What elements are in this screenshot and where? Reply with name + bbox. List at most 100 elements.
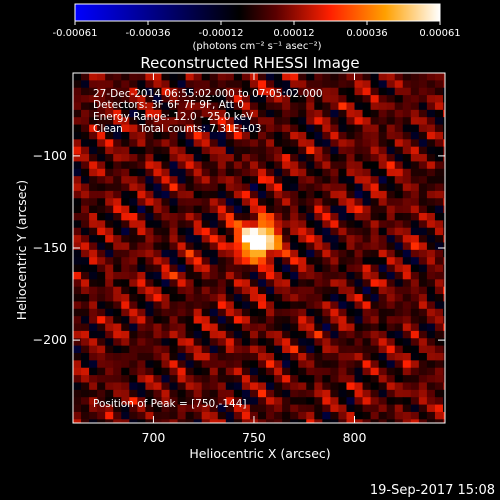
heatmap-cell: [129, 161, 138, 170]
heatmap-cell: [113, 146, 122, 155]
heatmap-cell: [145, 404, 155, 413]
heatmap-cell: [113, 308, 122, 317]
heatmap-cell: [97, 427, 106, 435]
heatmap-cell: [73, 102, 82, 111]
heatmap-cell: [426, 109, 436, 118]
heatmap-cell: [451, 161, 460, 169]
heatmap-cell: [330, 146, 340, 155]
heatmap-cell: [225, 131, 235, 140]
heatmap-cell: [322, 279, 331, 288]
heatmap-cell: [346, 146, 356, 155]
heatmap-cell: [81, 294, 90, 303]
heatmap-cell: [97, 102, 106, 111]
heatmap-cell: [81, 124, 90, 133]
heatmap-cell: [161, 323, 171, 332]
heatmap-cell: [346, 80, 356, 89]
heatmap-cell: [209, 382, 219, 391]
heatmap-cell: [201, 227, 211, 236]
heatmap-cell: [426, 220, 436, 229]
heatmap-cell: [193, 124, 203, 133]
heatmap-cell: [217, 308, 227, 317]
heatmap-cell: [209, 301, 219, 310]
heatmap-cell: [306, 301, 315, 310]
heatmap-cell: [89, 427, 98, 435]
heatmap-cell: [225, 301, 235, 310]
heatmap-cell: [89, 146, 98, 155]
heatmap-cell: [274, 375, 283, 384]
heatmap-cell: [209, 389, 219, 398]
heatmap-cell: [298, 190, 307, 199]
heatmap-cell: [193, 353, 203, 361]
heatmap-cell: [81, 109, 90, 118]
heatmap-cell: [105, 220, 114, 229]
heatmap-cell: [233, 338, 243, 347]
heatmap-cell: [145, 419, 155, 423]
heatmap-cell: [177, 330, 187, 339]
heatmap-cell: [362, 235, 372, 244]
heatmap-cell: [290, 235, 299, 244]
heatmap-cell: [233, 131, 243, 140]
heatmap-cell: [113, 375, 122, 384]
heatmap-cell: [442, 308, 445, 317]
heatmap-cell: [442, 271, 445, 280]
heatmap-cell: [73, 264, 82, 273]
heatmap-cell: [73, 183, 82, 192]
heatmap-cell: [386, 183, 396, 192]
heatmap-cell: [378, 220, 388, 229]
heatmap-cell: [274, 87, 283, 96]
heatmap-cell: [402, 338, 412, 347]
heatmap-cell: [241, 404, 251, 413]
heatmap-cell: [161, 161, 171, 170]
heatmap-cell: [185, 389, 195, 398]
heatmap-cell: [298, 338, 307, 347]
heatmap-cell: [322, 146, 331, 155]
heatmap-cell: [338, 190, 348, 199]
heatmap-cell: [434, 80, 444, 89]
heatmap-cell: [89, 131, 98, 140]
heatmap-cell: [410, 419, 420, 423]
heatmap-cell: [386, 264, 396, 273]
heatmap-cell: [266, 353, 275, 361]
heatmap-cell: [282, 308, 291, 317]
annotation-detectors: Detectors: 3F 6F 7F 9F, Att 0: [93, 99, 244, 111]
heatmap-cell: [185, 345, 195, 354]
heatmap-cell: [290, 102, 299, 111]
heatmap-cell: [426, 168, 436, 177]
heatmap-cell: [330, 427, 339, 435]
colorbar-tick-label: -0.00061: [53, 28, 98, 39]
heatmap-cell: [97, 301, 106, 310]
heatmap-cell: [170, 427, 179, 435]
heatmap-cell: [209, 213, 219, 221]
heatmap-cell: [266, 168, 275, 177]
heatmap-cell: [410, 198, 420, 207]
heatmap-cell: [282, 190, 291, 199]
heatmap-cell: [426, 87, 436, 96]
heatmap-cell: [402, 117, 412, 126]
heatmap-cell: [201, 271, 211, 280]
heatmap-cell: [97, 161, 106, 170]
heatmap-cell: [451, 368, 460, 376]
heatmap-cell: [354, 323, 364, 332]
heatmap-cell: [378, 154, 388, 163]
heatmap-cell: [394, 257, 404, 266]
heatmap-cell: [161, 353, 171, 361]
heatmap-cell: [249, 316, 259, 325]
heatmap-cell: [434, 345, 444, 354]
heatmap-cell: [121, 124, 130, 133]
heatmap-cell: [362, 301, 372, 310]
heatmap-cell: [298, 154, 307, 163]
heatmap-cell: [105, 124, 114, 133]
heatmap-cell: [177, 389, 187, 398]
heatmap-cell: [121, 257, 130, 266]
heatmap-cell: [426, 367, 436, 376]
heatmap-cell: [370, 308, 380, 317]
heatmap-cell: [97, 213, 106, 221]
heatmap-cell: [434, 316, 444, 325]
heatmap-cell: [89, 198, 98, 207]
heatmap-cell: [298, 382, 307, 391]
heatmap-cell: [241, 213, 251, 221]
heatmap-cell: [386, 375, 396, 384]
heatmap-cell: [129, 146, 138, 155]
heatmap-cell: [370, 102, 380, 111]
heatmap-cell: [434, 286, 444, 295]
